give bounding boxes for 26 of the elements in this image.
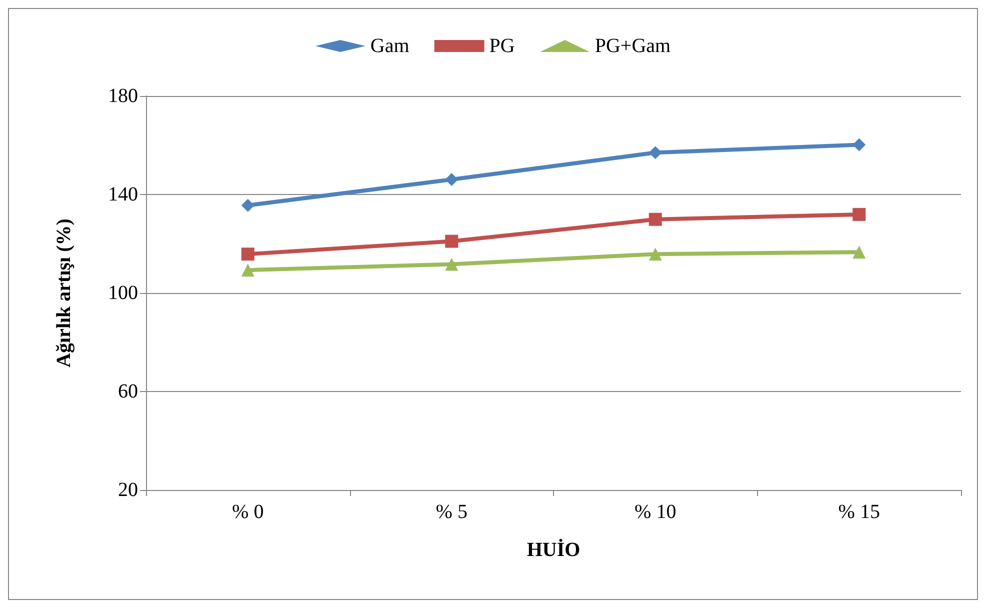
point [445, 172, 458, 186]
point [852, 138, 866, 152]
point [852, 208, 866, 221]
y-tick-label: 140 [108, 184, 138, 206]
point [648, 212, 662, 226]
legend-label: Gam [370, 35, 410, 57]
y-tick-label: 180 [108, 85, 138, 107]
legend-label: PG+Gam [594, 35, 672, 57]
x-axis-title: HUİO [526, 538, 580, 561]
x-tick-label: % 10 [634, 501, 676, 523]
x-tick-label: % 0 [232, 501, 264, 523]
point [648, 146, 662, 160]
point [445, 234, 458, 248]
point [241, 198, 254, 212]
y-tick-label: 100 [108, 282, 138, 304]
y-axis-title: Ağırlık artışı (%) [53, 218, 75, 368]
point [241, 264, 254, 277]
point [648, 248, 662, 261]
y-tick-label: 60 [118, 380, 138, 402]
x-tick-label: % 15 [838, 501, 880, 523]
point [241, 248, 254, 261]
point [445, 258, 458, 271]
y-tick-label: 20 [118, 479, 138, 501]
point [852, 246, 866, 259]
x-tick-label: % 5 [436, 501, 468, 523]
legend-label: PG [489, 35, 515, 57]
